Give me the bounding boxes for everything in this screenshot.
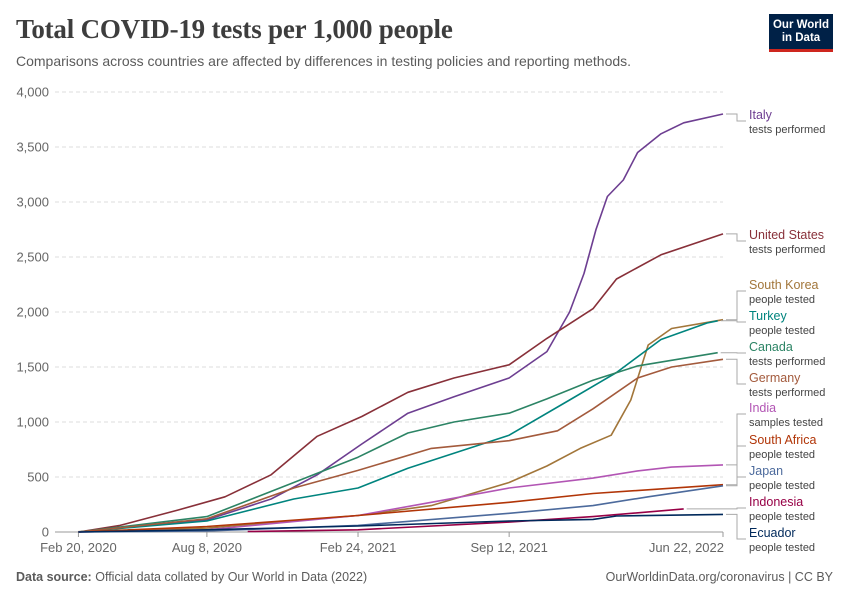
footer-source: Data source: Official data collated by O… xyxy=(16,570,367,584)
series-label-unit: people tested xyxy=(749,325,815,337)
label-connector xyxy=(726,290,746,321)
series-label-name[interactable]: South Africa xyxy=(749,433,816,447)
series-line-south-africa[interactable] xyxy=(78,483,724,533)
y-tick-label: 3,000 xyxy=(16,195,49,210)
x-tick-label: Jun 22, 2022 xyxy=(649,540,724,555)
gridlines xyxy=(55,91,723,533)
series-line-indonesia[interactable] xyxy=(247,508,684,533)
y-tick-label: 500 xyxy=(27,470,49,485)
y-tick-label: 4,000 xyxy=(16,85,49,100)
chart-title: Total COVID-19 tests per 1,000 people xyxy=(16,14,453,44)
source-text[interactable]: Official data collated by Our World in D… xyxy=(95,570,368,584)
x-tick-label: Aug 8, 2020 xyxy=(172,540,242,555)
series-line-italy[interactable] xyxy=(78,113,724,533)
x-tick-label: Feb 24, 2021 xyxy=(320,540,397,555)
series-line-united-states[interactable] xyxy=(78,233,724,533)
x-axis: Feb 20, 2020 Aug 8, 2020 Feb 24, 2021 Sep 1… xyxy=(40,531,724,555)
series-lines xyxy=(78,113,724,533)
series-label-name[interactable]: Canada xyxy=(749,340,793,354)
series-label-name[interactable]: South Korea xyxy=(749,278,819,292)
series-label-name[interactable]: India xyxy=(749,401,776,415)
series-line-india[interactable] xyxy=(78,464,724,533)
source-label: Data source: xyxy=(16,570,92,584)
series-label-unit: people tested xyxy=(749,480,815,492)
y-tick-label: 3,500 xyxy=(16,140,49,155)
series-line-japan[interactable] xyxy=(78,485,724,533)
logo-accent-bar xyxy=(769,49,833,52)
y-tick-label: 1,500 xyxy=(16,360,49,375)
series-label-unit: people tested xyxy=(749,542,815,554)
series-label-unit: people tested xyxy=(749,449,815,461)
label-connector xyxy=(726,476,746,487)
y-tick-label: 2,000 xyxy=(16,305,49,320)
series-label-name[interactable]: Indonesia xyxy=(749,495,803,509)
y-tick-label: 0 xyxy=(42,525,49,540)
series-label-name[interactable]: Germany xyxy=(749,371,801,385)
chart-subtitle: Comparisons across countries are affecte… xyxy=(16,53,632,69)
series-label-unit: samples tested xyxy=(749,417,823,429)
label-connector xyxy=(726,233,746,242)
series-labels: Italy tests performed United States tests p… xyxy=(686,108,825,554)
x-tick-label: Feb 20, 2020 xyxy=(40,540,117,555)
logo-line-2: in Data xyxy=(781,32,821,44)
y-axis-ticks: 0 500 1,000 1,500 2,000 2,500 3,000 3,500 4,000 xyxy=(16,85,49,540)
series-label-name[interactable]: Ecuador xyxy=(749,526,796,540)
series-label-name[interactable]: Turkey xyxy=(749,309,787,323)
y-tick-label: 1,000 xyxy=(16,415,49,430)
logo-line-1: Our World xyxy=(772,19,829,31)
series-label-unit: people tested xyxy=(749,511,815,523)
series-line-ecuador[interactable] xyxy=(78,513,724,533)
series-label-name[interactable]: United States xyxy=(749,228,824,242)
series-label-unit: people tested xyxy=(749,294,815,306)
label-connector xyxy=(726,445,746,486)
series-label-unit: tests performed xyxy=(749,244,825,256)
series-line-turkey[interactable] xyxy=(78,320,718,533)
owid-logo[interactable]: Our World in Data xyxy=(769,14,833,52)
label-connector xyxy=(726,513,746,540)
label-connector xyxy=(726,358,746,385)
footer-link[interactable]: OurWorldinData.org/coronavirus | CC BY xyxy=(605,570,833,584)
y-tick-label: 2,500 xyxy=(16,250,49,265)
series-label-name[interactable]: Japan xyxy=(749,464,783,478)
label-connector xyxy=(726,413,746,466)
series-label-unit: tests performed xyxy=(749,387,825,399)
label-connector xyxy=(726,113,746,122)
label-connector xyxy=(720,320,746,323)
label-connector xyxy=(686,507,746,510)
series-line-canada[interactable] xyxy=(78,351,718,533)
series-line-germany[interactable] xyxy=(78,358,724,533)
series-label-unit: tests performed xyxy=(749,356,825,368)
series-label-name[interactable]: Italy xyxy=(749,108,773,122)
x-tick-label: Sep 12, 2021 xyxy=(470,540,547,555)
series-label-unit: tests performed xyxy=(749,124,825,136)
